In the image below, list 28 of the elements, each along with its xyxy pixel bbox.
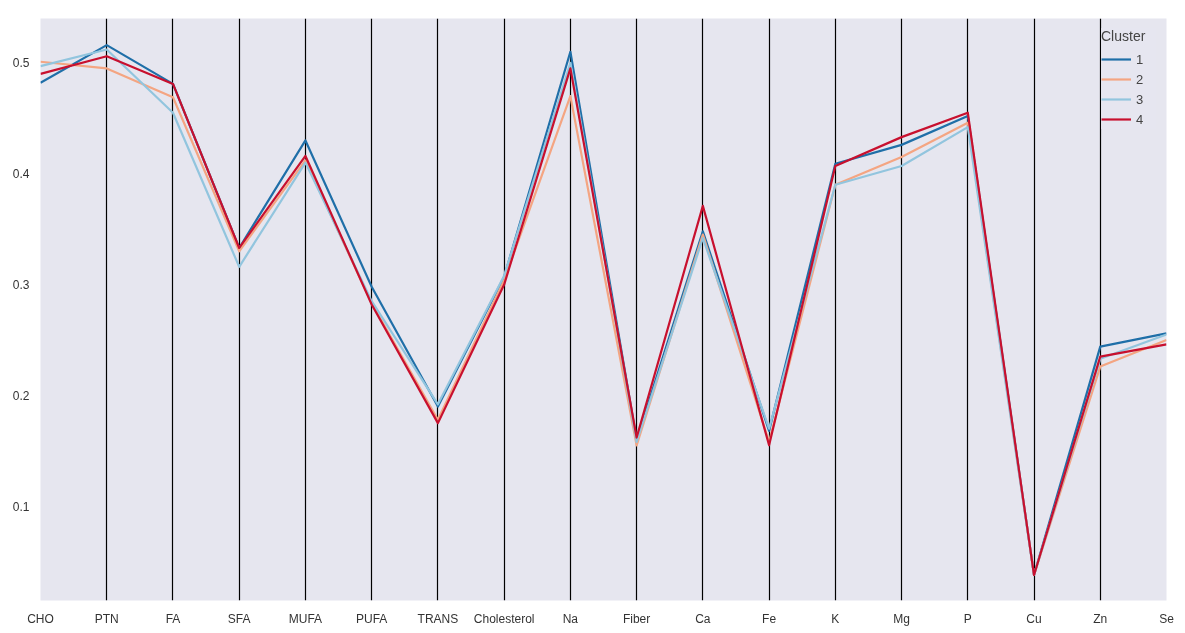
legend-label: 2 [1136,71,1145,87]
x-tick-label: FA [165,611,181,626]
x-tick-label: K [831,611,840,626]
x-tick-label: Zn [1093,611,1108,626]
y-tick-label: 0.5 [12,56,30,71]
x-tick-label: Fiber [622,611,651,626]
x-tick-label: Cu [1026,611,1042,626]
x-tick-label: Mg [893,611,910,626]
y-tick-label: 0.1 [12,499,30,514]
x-tick-label: Na [562,611,579,626]
x-tick-label: Ca [695,611,711,626]
legend-label: 1 [1136,51,1145,67]
legend-label: 4 [1136,111,1145,127]
x-tick-label: TRANS [417,611,459,626]
x-tick-label: PTN [94,611,119,626]
y-tick-label: 0.2 [12,388,30,403]
x-tick-label: Cholesterol [473,611,535,626]
x-tick-label: SFA [227,611,251,626]
x-tick-label: PUFA [356,611,388,626]
x-tick-label: Se [1159,611,1175,626]
y-tick-label: 0.3 [12,278,30,293]
x-tick-label: CHO [27,611,54,626]
legend-label: 3 [1136,91,1145,107]
y-tick-label: 0.4 [12,167,30,182]
x-tick-label: MUFA [288,611,323,626]
x-tick-label: Fe [762,611,777,626]
x-tick-label: P [963,611,972,626]
legend-title: Cluster [1101,28,1147,44]
